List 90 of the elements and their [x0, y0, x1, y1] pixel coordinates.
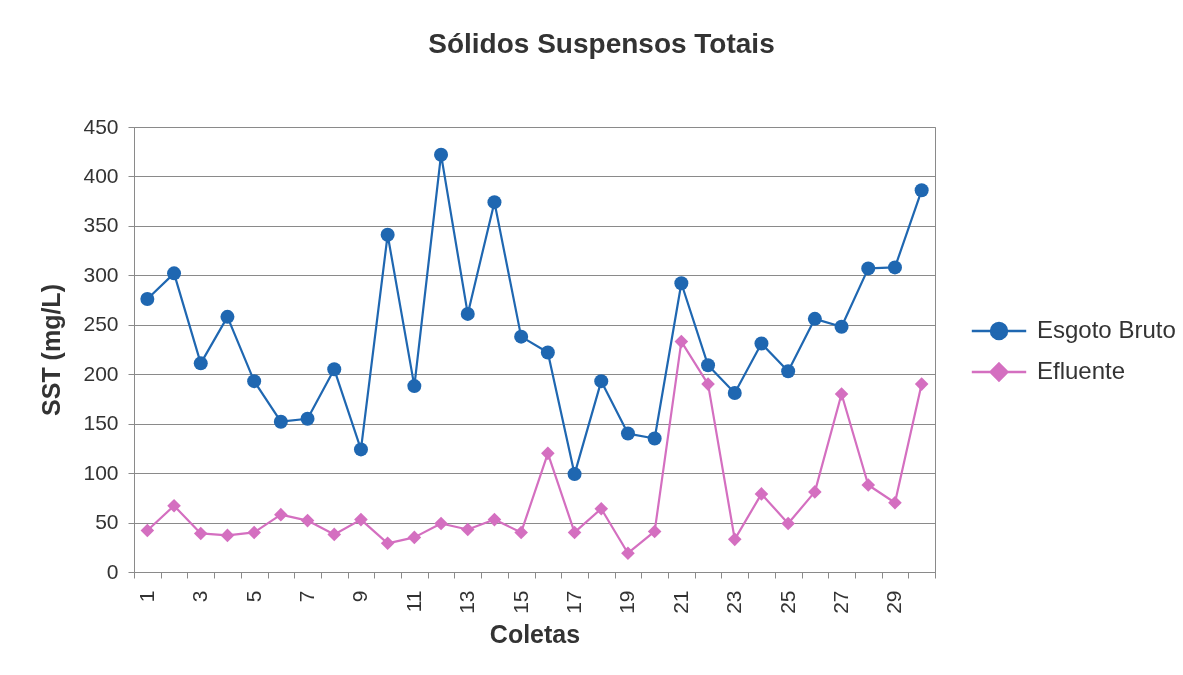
point: [914, 377, 929, 391]
point: [674, 276, 689, 291]
point: [274, 507, 288, 522]
point: [834, 387, 849, 401]
x-tick-label: 25: [775, 590, 799, 614]
point: [380, 536, 395, 551]
x-axis-title: Coletas: [489, 619, 581, 648]
x-tick-label: 11: [401, 590, 425, 613]
y-tick-label: 450: [83, 114, 119, 138]
point: [594, 374, 609, 389]
point: [540, 345, 555, 360]
point: [247, 525, 261, 540]
point: [300, 513, 315, 528]
y-tick-label: 350: [83, 213, 119, 237]
x-tick-label: 23: [722, 590, 746, 614]
point: [247, 374, 262, 389]
y-tick-label: 300: [83, 262, 119, 286]
point: [541, 446, 555, 461]
point: [487, 195, 502, 210]
point: [781, 364, 796, 379]
point: [193, 356, 208, 371]
point: [514, 525, 528, 540]
point: [354, 512, 368, 527]
point: [273, 414, 288, 429]
x-tick-label: 9: [348, 590, 372, 603]
point: [888, 495, 902, 510]
x-tick-label: 15: [508, 590, 532, 614]
point: [167, 266, 182, 281]
point: [327, 527, 342, 542]
point: [727, 386, 742, 400]
chart-title: Sólidos Suspensos Totais: [428, 28, 775, 59]
point: [434, 147, 449, 162]
point: [701, 377, 715, 391]
point: [353, 442, 368, 457]
x-tick-label: 7: [295, 590, 319, 603]
point: [567, 467, 582, 482]
y-tick-label: 400: [83, 163, 119, 187]
point: [701, 358, 716, 373]
y-tick-label: 200: [83, 361, 119, 385]
point: [193, 526, 208, 541]
y-tick-label: 0: [106, 559, 119, 583]
point: [140, 523, 155, 538]
y-axis-title: SST (mg/L): [37, 284, 66, 416]
point: [807, 311, 822, 326]
point: [220, 309, 235, 324]
point: [300, 411, 315, 426]
y-tick-label: 50: [95, 510, 119, 534]
legend-label: Efluente: [1037, 357, 1126, 384]
point: [647, 431, 662, 446]
point: [861, 261, 876, 276]
point: [620, 426, 635, 441]
point: [754, 487, 769, 501]
point: [781, 516, 795, 531]
point: [140, 292, 155, 307]
x-tick-label: 3: [188, 590, 212, 603]
y-tick-label: 100: [83, 460, 119, 484]
point: [594, 501, 609, 516]
point: [754, 336, 769, 351]
x-tick-label: 17: [562, 590, 586, 614]
point: [460, 306, 475, 321]
y-tick-label: 150: [83, 411, 119, 435]
point: [220, 528, 235, 543]
x-tick-label: 19: [615, 590, 639, 614]
legend-label: Esgoto Bruto: [1037, 316, 1176, 343]
x-tick-label: 13: [455, 590, 479, 614]
point: [567, 525, 582, 540]
point: [167, 498, 181, 513]
point: [674, 334, 689, 349]
point: [914, 183, 929, 198]
point: [514, 329, 529, 344]
point: [808, 485, 822, 499]
x-tick-label: 5: [241, 590, 265, 603]
point: [407, 379, 422, 394]
point: [621, 546, 635, 561]
point: [487, 512, 502, 527]
point: [834, 319, 849, 334]
point: [460, 522, 475, 537]
y-tick-label: 250: [83, 312, 119, 336]
point: [327, 362, 342, 377]
point: [407, 530, 422, 545]
point: [434, 516, 448, 531]
point: [727, 532, 742, 547]
point: [887, 260, 902, 275]
x-tick-label: 1: [134, 590, 158, 603]
x-tick-label: 27: [829, 590, 853, 614]
point: [861, 478, 876, 492]
x-tick-label: 21: [668, 590, 692, 614]
point: [647, 524, 662, 539]
point: [380, 227, 395, 242]
x-tick-label: 29: [882, 590, 906, 614]
